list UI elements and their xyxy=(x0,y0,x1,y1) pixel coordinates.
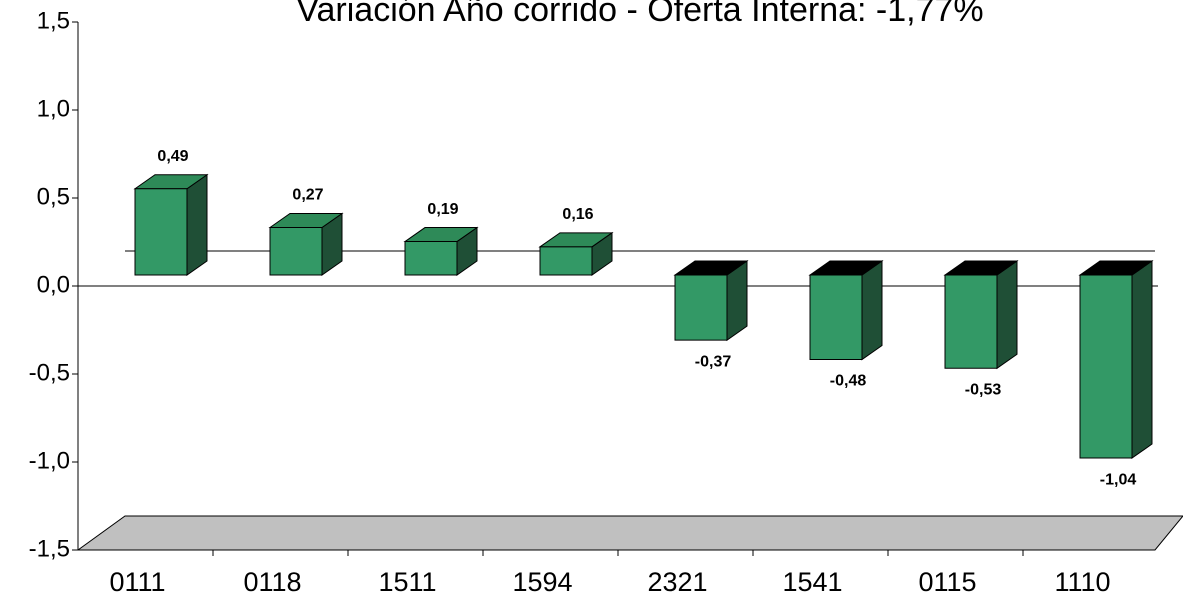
bar-face xyxy=(675,275,727,340)
value-label: 0,49 xyxy=(157,148,188,165)
y-tick-label: 1,5 xyxy=(37,7,70,34)
bar-face xyxy=(540,247,592,275)
floor xyxy=(78,516,1183,550)
chart-title: Variación Año corrido - Oferta Interna: … xyxy=(296,0,983,29)
bar-face xyxy=(945,275,997,368)
y-tick-label: 1,0 xyxy=(37,95,70,122)
bar xyxy=(675,261,747,340)
bar-face xyxy=(1132,261,1152,458)
x-tick-label: 1541 xyxy=(782,567,842,597)
bar-face xyxy=(187,175,207,275)
bar-face xyxy=(862,261,882,359)
value-label: -0,37 xyxy=(695,353,732,370)
bar xyxy=(270,213,342,275)
bar xyxy=(135,175,207,275)
bar xyxy=(810,261,882,359)
bar xyxy=(540,233,612,275)
value-label: 0,19 xyxy=(427,201,458,218)
y-tick-label: -1,5 xyxy=(29,535,70,562)
bar-face xyxy=(810,275,862,359)
x-tick-label: 2321 xyxy=(647,567,707,597)
y-tick-label: 0,5 xyxy=(37,183,70,210)
x-tick-label: 1594 xyxy=(512,567,572,597)
chart: Variación Año corrido - Oferta Interna: … xyxy=(0,0,1183,598)
value-label: 0,16 xyxy=(562,206,593,223)
value-label: -1,04 xyxy=(1100,471,1137,488)
y-tick-label: 0,0 xyxy=(37,271,70,298)
bar-face xyxy=(405,242,457,275)
bar-face xyxy=(1080,275,1132,458)
value-label: -0,48 xyxy=(830,373,867,390)
x-tick-label: 0115 xyxy=(918,567,976,597)
bar xyxy=(945,261,1017,368)
value-label: -0,53 xyxy=(965,381,1002,398)
y-tick-label: -0,5 xyxy=(29,359,70,386)
value-label: 0,27 xyxy=(292,187,323,204)
bar-face xyxy=(270,227,322,275)
bar xyxy=(405,228,477,275)
bar-face xyxy=(997,261,1017,368)
x-tick-label: 0111 xyxy=(109,567,165,597)
x-tick-label: 1110 xyxy=(1054,567,1110,597)
x-tick-label: 1511 xyxy=(378,567,436,597)
x-tick-label: 0118 xyxy=(243,567,301,597)
bar-face xyxy=(135,189,187,275)
y-tick-label: -1,0 xyxy=(29,447,70,474)
bar xyxy=(1080,261,1152,458)
